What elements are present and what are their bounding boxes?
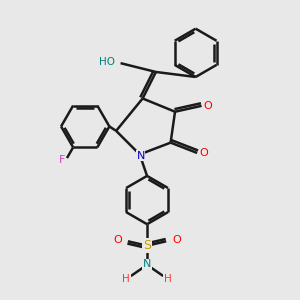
Text: H: H [122,274,130,284]
Text: S: S [143,239,151,252]
Text: O: O [199,148,208,158]
Text: O: O [204,101,212,111]
Text: F: F [59,154,66,164]
Text: HO: HO [99,57,115,67]
Text: H: H [164,274,172,284]
Text: O: O [172,235,181,245]
Text: O: O [113,235,122,245]
Text: N: N [136,151,145,160]
Text: N: N [143,259,151,269]
